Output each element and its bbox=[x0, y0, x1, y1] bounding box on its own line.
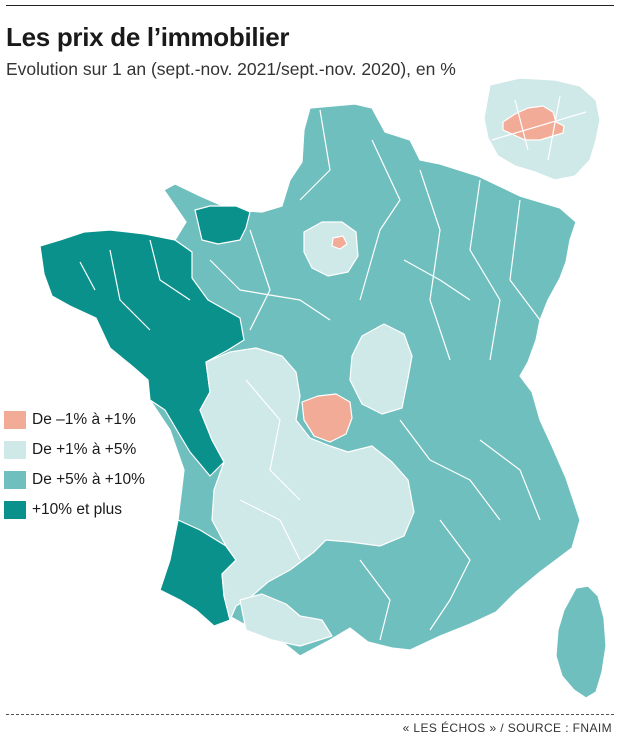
legend-label: De –1% à +1% bbox=[32, 411, 136, 428]
legend-label: +10% et plus bbox=[32, 501, 123, 518]
legend: De –1% à +1% De +1% à +5% De +5% à +10% … bbox=[4, 405, 145, 525]
idf-inset bbox=[483, 77, 601, 181]
legend-item: +10% et plus bbox=[4, 495, 145, 525]
region-normandy-high bbox=[194, 205, 251, 245]
top-rule bbox=[6, 5, 614, 6]
legend-swatch bbox=[4, 441, 26, 459]
region-south-light bbox=[239, 593, 333, 647]
legend-swatch bbox=[4, 411, 26, 429]
source-credit: « LES ÉCHOS » / SOURCE : FNAIM bbox=[402, 721, 612, 735]
legend-swatch bbox=[4, 501, 26, 519]
chart-subtitle: Evolution sur 1 an (sept.-nov. 2021/sept… bbox=[6, 59, 456, 79]
region-paris-low bbox=[331, 235, 348, 250]
legend-label: De +1% à +5% bbox=[32, 441, 137, 458]
region-centre-low bbox=[301, 393, 353, 443]
region-nievre-light bbox=[349, 323, 413, 415]
legend-item: De +5% à +10% bbox=[4, 465, 145, 495]
chart-title: Les prix de l’immobilier bbox=[6, 22, 290, 52]
region-centre-west-light bbox=[199, 347, 415, 621]
legend-item: De +1% à +5% bbox=[4, 435, 145, 465]
department-borders bbox=[79, 109, 541, 641]
legend-item: De –1% à +1% bbox=[4, 405, 145, 435]
bottom-rule bbox=[6, 714, 614, 715]
region-idf-light bbox=[303, 221, 359, 277]
region-corsica bbox=[555, 585, 607, 699]
mainland bbox=[39, 103, 607, 699]
region-base bbox=[39, 103, 581, 657]
legend-swatch bbox=[4, 471, 26, 489]
legend-label: De +5% à +10% bbox=[32, 471, 145, 488]
